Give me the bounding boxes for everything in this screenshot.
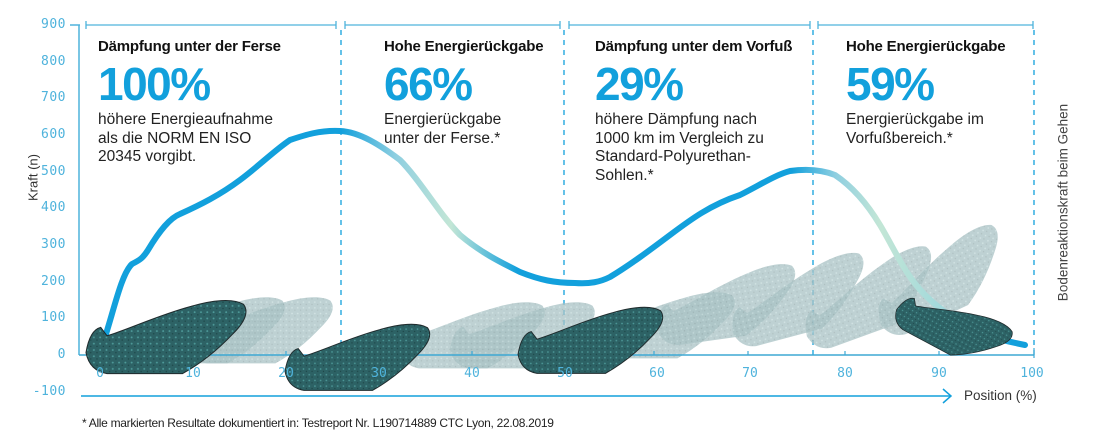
y-tick: 900 — [41, 17, 66, 32]
panel-heading: Dämpfung unter der Ferse — [98, 38, 281, 55]
force-curve — [97, 127, 1028, 355]
x-tick: 90 — [931, 366, 947, 381]
panel-value: 59% — [846, 58, 935, 110]
x-tick: 20 — [278, 366, 294, 381]
panel-description: Energierückgabe im Vorfußbereich.* — [846, 111, 984, 147]
footnote: * Alle markierten Resultate dokumentiert… — [82, 416, 554, 430]
y-tick: -100 — [32, 384, 66, 399]
phase-brackets — [85, 21, 1034, 29]
x-tick: 10 — [185, 366, 201, 381]
x-tick: 80 — [837, 366, 853, 381]
x-tick: 40 — [464, 366, 480, 381]
panel-heading: Hohe Energierückgabe — [384, 38, 544, 55]
x-tick: 100 — [1020, 366, 1044, 381]
x-tick: 60 — [649, 366, 665, 381]
y-tick: 700 — [41, 90, 66, 105]
panel-heel-energy-return: Hohe Energierückgabe 66% Energierückgabe… — [384, 38, 544, 148]
panel-value: 66% — [384, 58, 473, 110]
y-tick: 200 — [41, 274, 66, 289]
y-tick: 400 — [41, 200, 66, 215]
x-tick: 50 — [557, 366, 573, 381]
panel-heading: Hohe Energierückgabe — [846, 38, 1006, 55]
panel-description: Energierückgabe unter der Ferse.* — [384, 111, 502, 147]
panel-description: höhere Dämpfung nach 1000 km im Vergleic… — [595, 111, 764, 184]
x-tick: 30 — [371, 366, 387, 381]
y-tick: 0 — [57, 347, 66, 362]
x-tick: 0 — [96, 366, 104, 381]
panel-heading: Dämpfung unter dem Vorfuß — [595, 38, 793, 55]
x-axis-label: Position (%) — [964, 388, 1037, 403]
y-axis — [70, 24, 80, 355]
panel-forefoot-damping: Dämpfung unter dem Vorfuß 29% höhere Däm… — [595, 38, 792, 185]
y-tick: 500 — [41, 164, 66, 179]
y-tick: 300 — [41, 237, 66, 252]
panel-value: 29% — [595, 58, 684, 110]
panel-forefoot-energy-return: Hohe Energierückgabe 59% Energierückgabe… — [846, 38, 1006, 148]
panel-heel-damping: Dämpfung unter der Ferse 100% höhere Ene… — [98, 38, 281, 167]
panel-description: höhere Energieaufnahme als die NORM EN I… — [98, 111, 273, 165]
y-tick: 600 — [41, 127, 66, 142]
x-tick: 70 — [742, 366, 758, 381]
chart-title-vertical: Bodenreaktionskraft beim Gehen — [1055, 103, 1071, 302]
panel-value: 100% — [98, 58, 211, 110]
y-tick: 800 — [41, 54, 66, 69]
y-tick: 100 — [41, 310, 66, 325]
y-axis-label: Kraft (n) — [25, 154, 41, 201]
position-arrow — [81, 388, 953, 404]
